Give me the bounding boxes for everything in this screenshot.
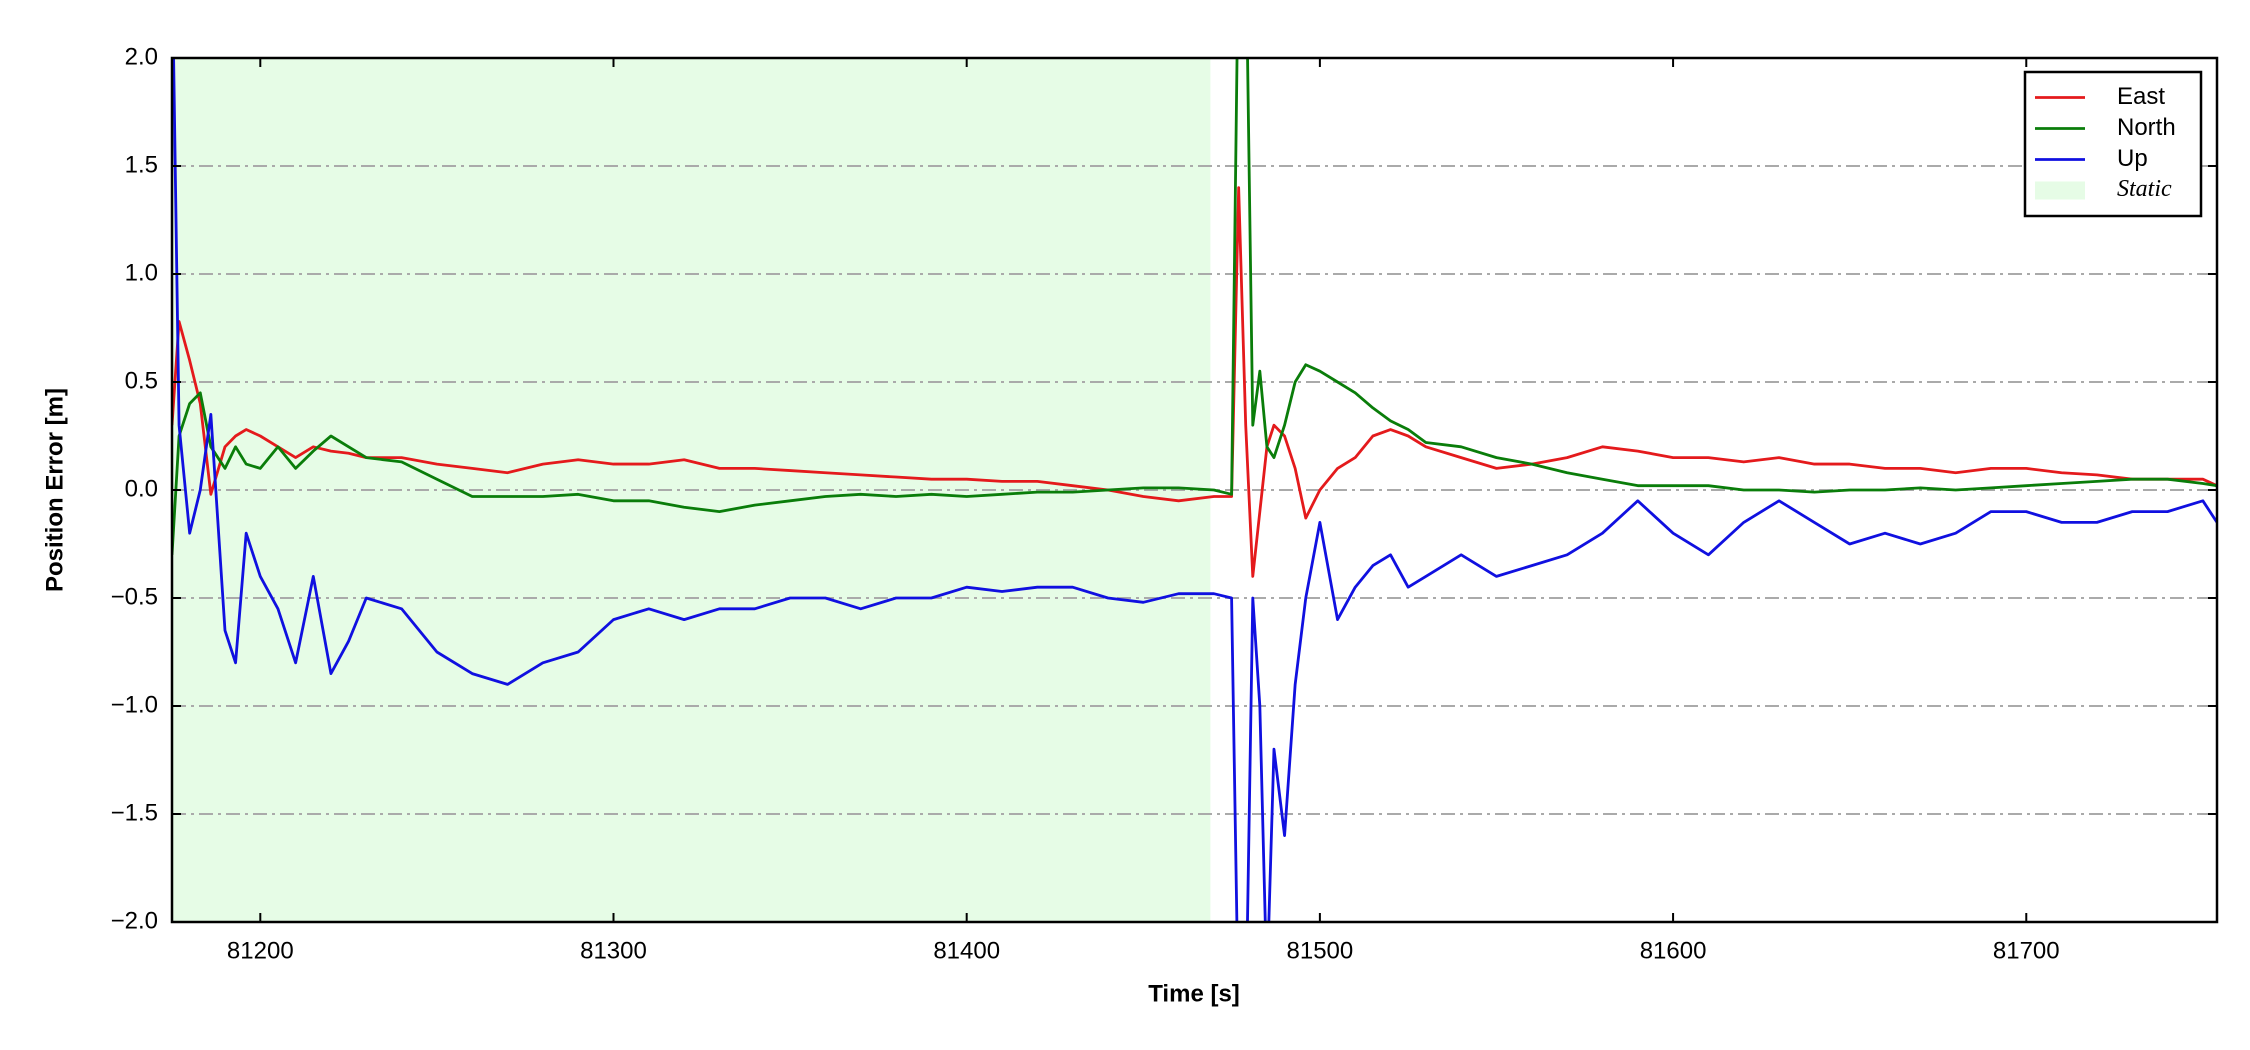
x-tick-label: 81200 [227,937,294,964]
y-tick-label: 0.5 [125,367,158,394]
y-tick-label: −1.5 [111,799,158,826]
y-tick-label: −0.5 [111,583,158,610]
x-tick-label: 81500 [1287,937,1354,964]
series-line [172,58,2217,922]
series-line [172,58,2217,555]
y-tick-label: 1.0 [125,259,158,286]
legend-swatch [2035,181,2085,200]
y-tick-label: −2.0 [111,907,158,934]
lines-layer [172,58,2217,922]
legend-label: East [2117,83,2165,110]
x-axis-label: Time [s] [1148,980,1240,1007]
legend-label: Up [2117,145,2148,172]
legend: East North Up Static [2023,70,2203,218]
y-tick-label: 1.5 [125,151,158,178]
series-line [172,186,2217,578]
y-tick-label: 2.0 [125,43,158,70]
y-axis-label: Position Error [m] [41,388,68,592]
x-tick-label: 81700 [1993,937,2060,964]
y-tick-label: 0.0 [125,475,158,502]
legend-label: North [2117,114,2176,141]
legend-label: Static [2117,176,2172,202]
x-tick-label: 81600 [1640,937,1707,964]
y-tick-label: −1.0 [111,691,158,718]
ticks-layer: −2.0 −1.5 −1.0 −0.5 0.0 0.5 1.0 1.5 2.0 81200 8130… [111,43,2217,964]
x-tick-label: 81400 [933,937,1000,964]
x-tick-label: 81300 [580,937,647,964]
